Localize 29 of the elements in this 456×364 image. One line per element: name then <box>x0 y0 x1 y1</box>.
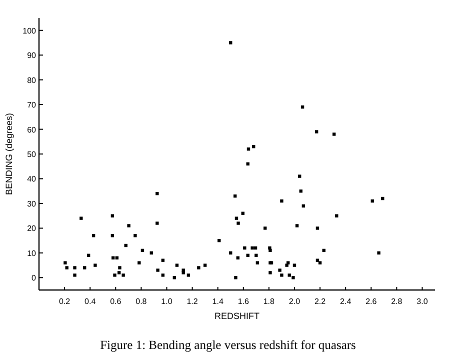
x-axis-title: REDSHIFT <box>214 311 260 321</box>
x-tick-label: 3.0 <box>416 297 428 306</box>
x-tick-label: 0.6 <box>110 297 122 306</box>
y-tick-label: 50 <box>27 150 37 159</box>
y-tick-label: 10 <box>27 248 37 258</box>
x-tick-label: 1.0 <box>161 297 173 306</box>
x-tick-label: 0.2 <box>58 297 71 306</box>
y-tick-label: 80 <box>27 76 37 85</box>
x-tick-label: 2.2 <box>314 297 326 306</box>
y-tick-label: 0 <box>32 274 37 283</box>
x-tick-label: 1.6 <box>238 297 250 306</box>
y-tick-label: 100 <box>22 26 37 36</box>
y-tick-label: 40 <box>27 174 37 184</box>
y-tick-label: 70 <box>27 100 37 110</box>
x-tick-label: 2.6 <box>366 297 378 306</box>
y-tick-label: 90 <box>27 51 37 60</box>
x-tick-label: 2.4 <box>340 297 352 306</box>
x-tick-label: 1.2 <box>186 297 198 306</box>
x-tick-label: 1.4 <box>212 297 224 306</box>
x-tick-label: 0.4 <box>84 297 96 306</box>
x-tick-label: 0.8 <box>136 297 148 306</box>
y-axis-title: BENDING (degrees) <box>4 112 14 196</box>
y-tick-label: 20 <box>27 224 37 234</box>
x-tick-label: 2.8 <box>391 297 403 306</box>
x-tick-label: 2.0 <box>288 297 301 306</box>
x-tick-label: 1.8 <box>263 297 276 306</box>
text: Figure 1: Bending angle versus redshift for quasars <box>100 338 356 352</box>
y-tick-label: 30 <box>27 199 37 208</box>
y-tick-label: 60 <box>27 125 37 134</box>
